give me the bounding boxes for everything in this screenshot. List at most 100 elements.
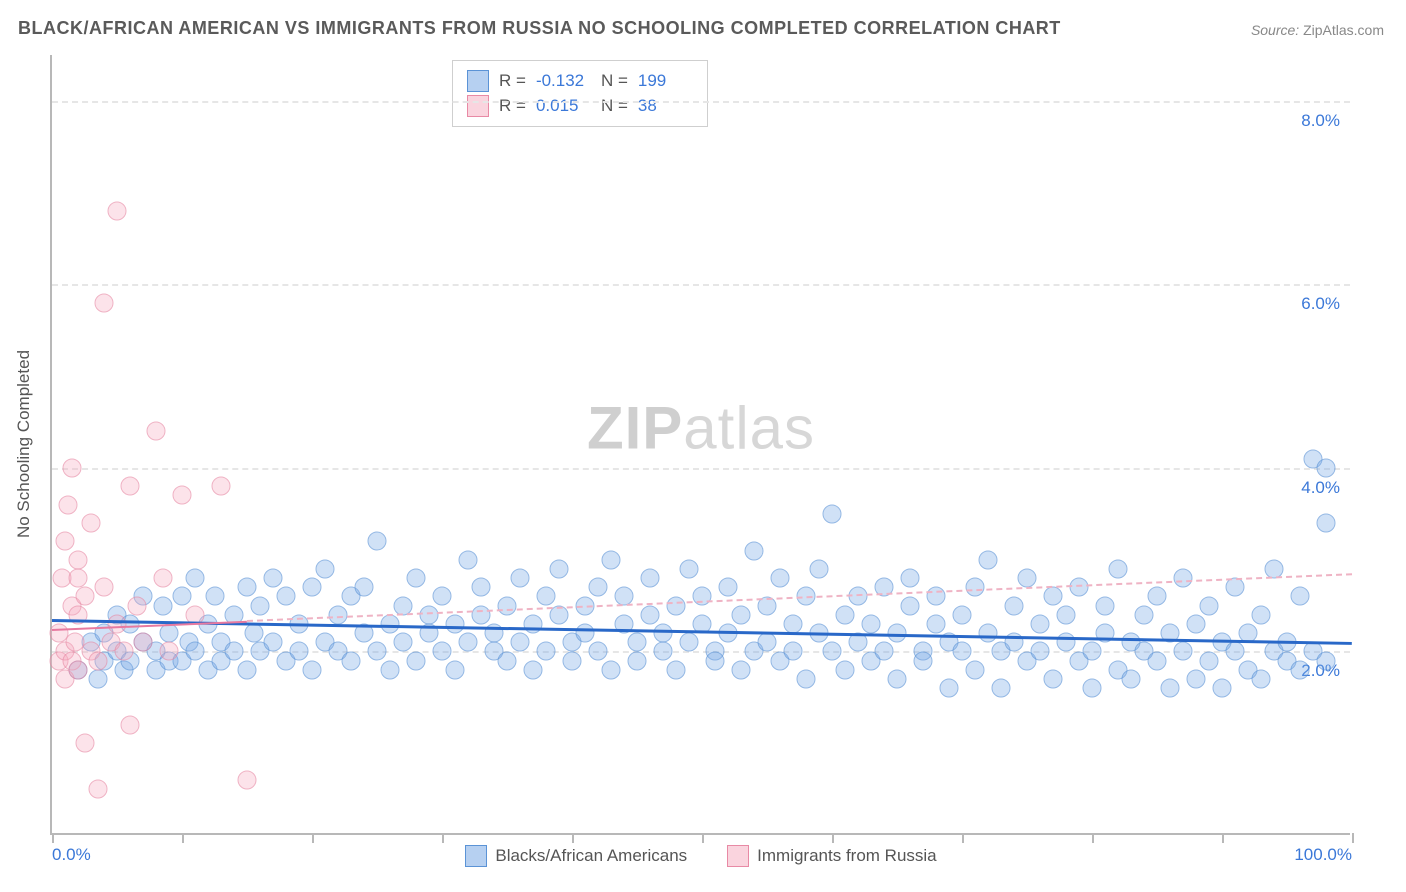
data-point [127,596,146,615]
data-point [524,660,543,679]
data-point [472,605,491,624]
data-point [1174,569,1193,588]
y-tick-label: 8.0% [1301,111,1340,131]
x-tick [52,833,54,843]
data-point [1083,679,1102,698]
data-point [862,614,881,633]
x-tick [182,833,184,843]
data-point [62,458,81,477]
data-point [641,569,660,588]
y-axis-title: No Schooling Completed [14,350,34,538]
swatch-pink [727,845,749,867]
data-point [888,670,907,689]
data-point [953,605,972,624]
data-point [784,642,803,661]
data-point [693,587,712,606]
data-point [225,642,244,661]
data-point [1148,651,1167,670]
data-point [576,624,595,643]
gridline [52,468,1350,470]
data-point [316,559,335,578]
data-point [537,587,556,606]
gridline [52,284,1350,286]
data-point [758,633,777,652]
swatch-pink [467,95,489,117]
data-point [1122,670,1141,689]
data-point [732,605,751,624]
data-point [953,642,972,661]
data-point [680,559,699,578]
data-point [1174,642,1193,661]
x-tick [1092,833,1094,843]
data-point [69,660,88,679]
data-point [901,569,920,588]
series-legend: Blacks/African Americans Immigrants from… [52,845,1350,867]
legend-row-pink: R = 0.015 N = 38 [467,95,693,117]
data-point [771,569,790,588]
data-point [667,660,686,679]
data-point [244,624,263,643]
data-point [1252,605,1271,624]
data-point [238,578,257,597]
data-point [407,569,426,588]
data-point [153,596,172,615]
data-point [966,660,985,679]
data-point [784,614,803,633]
data-point [836,660,855,679]
data-point [1226,578,1245,597]
data-point [205,587,224,606]
data-point [1109,559,1128,578]
data-point [186,569,205,588]
data-point [836,605,855,624]
data-point [550,559,569,578]
data-point [134,633,153,652]
data-point [641,605,660,624]
data-point [173,486,192,505]
data-point [1213,679,1232,698]
x-tick-label: 100.0% [1294,845,1352,865]
chart-title: BLACK/AFRICAN AMERICAN VS IMMIGRANTS FRO… [18,18,1061,39]
data-point [1096,596,1115,615]
data-point [212,477,231,496]
data-point [498,651,517,670]
data-point [849,587,868,606]
data-point [1148,587,1167,606]
x-tick [1352,833,1354,843]
data-point [979,624,998,643]
data-point [368,532,387,551]
data-point [667,596,686,615]
legend-item-pink: Immigrants from Russia [727,845,936,867]
data-point [329,605,348,624]
data-point [1044,670,1063,689]
data-point [186,642,205,661]
x-tick [1222,833,1224,843]
data-point [381,660,400,679]
data-point [75,587,94,606]
data-point [914,651,933,670]
data-point [95,578,114,597]
data-point [342,651,361,670]
data-point [745,541,764,560]
data-point [628,651,647,670]
data-point [654,642,673,661]
data-point [173,587,192,606]
data-point [160,642,179,661]
data-point [58,495,77,514]
legend-item-blue: Blacks/African Americans [465,845,687,867]
data-point [1187,614,1206,633]
data-point [121,477,140,496]
source-label: Source: [1251,22,1299,38]
data-point [153,569,172,588]
x-tick [962,833,964,843]
data-point [147,422,166,441]
data-point [290,642,309,661]
watermark: ZIPatlas [587,394,815,463]
data-point [433,642,452,661]
data-point [1291,587,1310,606]
gridline [52,101,1350,103]
data-point [108,202,127,221]
data-point [823,642,842,661]
data-point [1005,596,1024,615]
x-tick-label: 0.0% [52,845,91,865]
data-point [732,660,751,679]
